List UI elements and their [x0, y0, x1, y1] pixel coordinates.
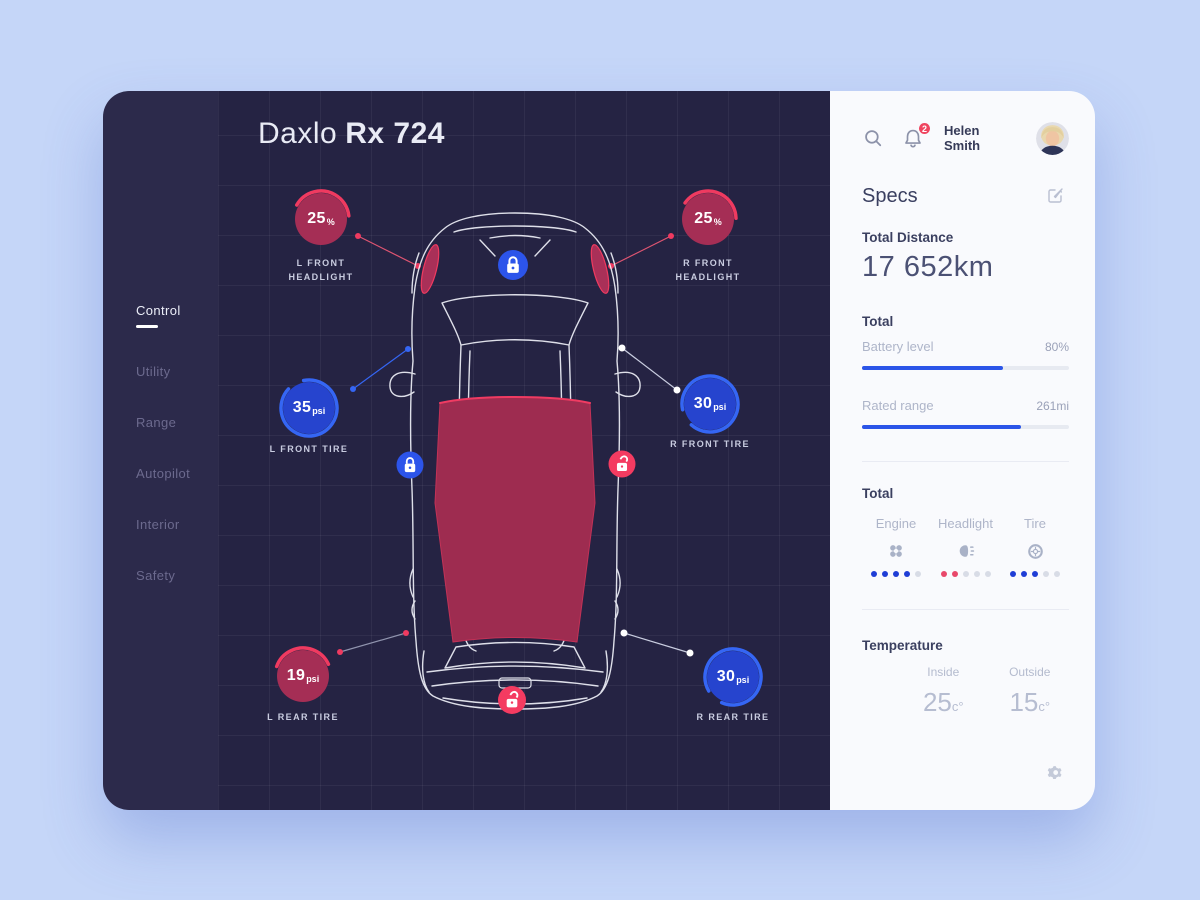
panel-title: Specs — [862, 185, 918, 207]
rated-range-fill — [862, 425, 1022, 429]
sidebar-item-autopilot[interactable]: Autopilot — [136, 466, 191, 481]
l-front-headlight-label: L FRONT HEADLIGHT — [288, 258, 354, 282]
engine-level-dots — [864, 571, 928, 577]
edit-icon[interactable] — [1047, 186, 1069, 208]
tire-icon — [1003, 541, 1067, 561]
panel-header: 2 Helen Smith — [862, 121, 1069, 155]
l-front-tire-indicator[interactable]: 35 psi — [279, 378, 339, 438]
rated-range-bar[interactable] — [862, 425, 1069, 429]
settings-gear-icon[interactable] — [1046, 764, 1065, 788]
battery-level-bar[interactable] — [862, 366, 1069, 370]
temperature-outside: Outside 15c° — [991, 665, 1070, 718]
headlights — [420, 244, 610, 294]
rated-range-label: Rated range — [862, 398, 934, 413]
battery-level-row: Battery level 80% — [862, 339, 1069, 354]
status-heading: Total — [862, 486, 894, 501]
temperature-heading: Temperature — [862, 638, 943, 653]
left-door-lock-locked[interactable] — [396, 451, 424, 479]
notifications-bell-icon[interactable]: 2 — [902, 121, 932, 149]
left-mirror — [390, 372, 415, 396]
headlight-label: Headlight — [938, 516, 993, 531]
r-front-headlight-indicator[interactable]: 25% — [678, 189, 738, 249]
l-front-tire-label: L FRONT TIRE — [269, 444, 349, 454]
sidebar-item-utility[interactable]: Utility — [136, 364, 171, 379]
avatar[interactable] — [1036, 121, 1069, 155]
right-headlight — [590, 244, 610, 294]
r-rear-tire-indicator[interactable]: 30 psi — [703, 647, 763, 707]
status-headlight[interactable]: Headlight — [934, 515, 998, 577]
dashboard-card: Control Utility Range Autopilot Interior… — [103, 91, 1095, 810]
hood-lock-locked[interactable] — [498, 250, 528, 280]
sidebar-item-interior[interactable]: Interior — [136, 517, 180, 532]
inside-label: Inside — [927, 665, 960, 679]
outside-label: Outside — [1009, 665, 1051, 679]
temperature-inside: Inside 25c° — [904, 665, 983, 718]
vehicle-model: Rx 724 — [345, 117, 445, 150]
specs-panel: 2 Helen Smith Specs — [830, 91, 1095, 810]
engine-label: Engine — [875, 516, 917, 531]
total-distance-label: Total Distance — [862, 230, 954, 245]
l-rear-tire-indicator[interactable]: 19 psi — [273, 646, 333, 706]
total-distance-value: 17 652km — [862, 251, 994, 283]
right-door-lock-unlocked[interactable] — [608, 450, 636, 478]
status-columns: Engine Headlight — [862, 515, 1069, 577]
sidebar-item-safety[interactable]: Safety — [136, 568, 176, 583]
tire-label: Tire — [1024, 516, 1046, 531]
engine-fan-icon — [864, 541, 928, 561]
tire-level-dots — [1003, 571, 1067, 577]
battery-level-label: Battery level — [862, 339, 934, 354]
left-headlight — [420, 244, 440, 294]
r-front-tire-indicator[interactable]: 30 psi — [680, 374, 740, 434]
rear-window — [445, 643, 585, 669]
rated-range-row: Rated range 261mi — [862, 398, 1069, 413]
r-front-headlight-label: R FRONT HEADLIGHT — [675, 258, 741, 282]
glass-roof — [434, 396, 596, 643]
battery-level-fill — [862, 366, 1003, 370]
divider — [862, 609, 1069, 610]
vehicle-title: Daxlo Rx 724 — [258, 117, 445, 151]
divider — [862, 461, 1069, 462]
l-front-headlight-indicator[interactable]: 25% — [291, 189, 351, 249]
totals-heading: Total — [862, 314, 894, 329]
search-icon[interactable] — [862, 127, 884, 149]
r-rear-tire-label: R REAR TIRE — [696, 712, 770, 722]
notification-badge: 2 — [917, 121, 932, 136]
sidebar: Control Utility Range Autopilot Interior… — [103, 91, 218, 810]
user-name: Helen Smith — [944, 123, 981, 153]
rated-range-value: 261mi — [1036, 399, 1069, 413]
temperature-columns: Inside 25c° Outside 15c° — [862, 665, 1069, 718]
vehicle-make: Daxlo — [258, 117, 338, 150]
trunk-lock-unlocked[interactable] — [498, 686, 526, 714]
sidebar-item-range[interactable]: Range — [136, 415, 177, 430]
headlight-icon — [934, 541, 998, 561]
l-rear-tire-label: L REAR TIRE — [267, 712, 339, 722]
status-engine[interactable]: Engine — [864, 515, 928, 577]
inside-value: 25c° — [922, 687, 964, 717]
car-canvas: Daxlo Rx 724 — [218, 91, 830, 810]
car-top-view-diagram — [337, 91, 694, 714]
battery-level-value: 80% — [1044, 340, 1069, 354]
r-front-tire-label: R FRONT TIRE — [670, 439, 750, 449]
status-tire[interactable]: Tire — [1003, 515, 1067, 577]
outside-value: 15c° — [1009, 687, 1051, 717]
sidebar-item-control[interactable]: Control — [103, 303, 218, 328]
headlight-level-dots — [934, 571, 998, 577]
connector-lines — [337, 233, 694, 657]
right-mirror — [615, 372, 640, 396]
